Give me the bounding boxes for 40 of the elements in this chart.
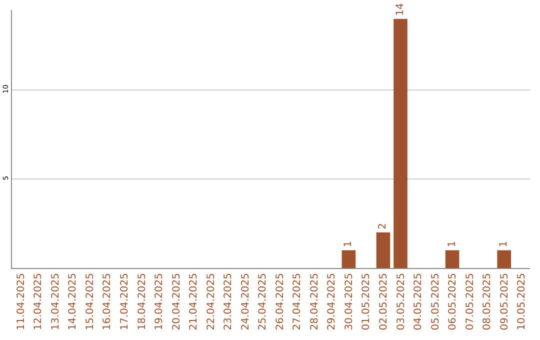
bar [394,18,408,268]
bar [342,250,356,268]
bar [376,232,390,268]
x-tick-label: 28.04.2025 [309,273,320,330]
data-label: 14 [395,3,406,16]
x-tick-label: 17.04.2025 [119,273,130,330]
x-tick-label: 25.04.2025 [258,273,269,330]
x-tick-label: 21.04.2025 [188,273,200,330]
x-tick-label: 04.05.2025 [413,273,424,330]
x-tick-label: 27.04.2025 [292,273,304,330]
x-tick-label: 13.04.2025 [50,273,62,330]
x-tick-label: 12.04.2025 [33,273,44,330]
data-label: 2 [378,223,389,230]
x-tick-label: 29.04.2025 [326,273,338,330]
data-label: 1 [498,240,510,248]
x-tick-label: 18.04.2025 [136,273,148,330]
x-tick-label: 02.05.2025 [378,273,390,330]
bar [497,250,512,268]
data-label: 1 [446,240,458,248]
x-tick-label: 01.05.2025 [361,273,372,330]
x-tick-label: 26.04.2025 [274,273,286,330]
x-tick-label: 14.04.2025 [68,273,79,330]
x-tick-label: 24.04.2025 [240,273,252,330]
x-tick-label: 11.04.2025 [16,273,27,330]
x-tick-label: 10.05.2025 [516,273,528,330]
x-tick-label: 03.05.2025 [396,273,407,330]
x-tick-label: 19.04.2025 [154,273,166,330]
data-label: 1 [343,240,354,248]
x-tick-label: 16.04.2025 [102,273,114,330]
x-tick-label: 08.05.2025 [482,273,494,330]
x-tick-label: 07.05.2025 [464,273,476,330]
x-tick-label: 09.05.2025 [499,273,510,330]
x-tick-label: 22.04.2025 [206,273,217,330]
x-tick-label: 30.04.2025 [344,273,355,330]
x-tick-label: 05.05.2025 [430,273,442,330]
x-tick-label: 23.04.2025 [223,273,234,330]
x-tick-label: 06.05.2025 [448,273,459,330]
x-tick-label: 20.04.2025 [171,273,182,330]
bar [445,250,460,268]
x-tick-label: 15.04.2025 [84,273,96,330]
